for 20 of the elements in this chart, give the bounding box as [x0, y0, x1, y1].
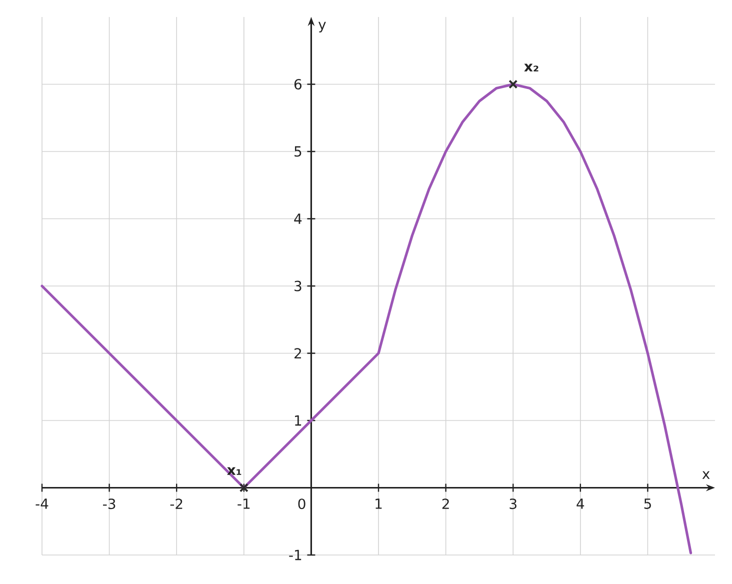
y-tick-label: 4 [294, 214, 302, 224]
x-tick-label: -3 [103, 498, 116, 510]
x-tick-label: 2 [442, 498, 449, 509]
y-tick-label: -1 [289, 550, 302, 560]
y-tick-label: 1 [295, 415, 302, 426]
x-axis-title: x [702, 471, 710, 479]
x-tick-label: -2 [170, 498, 182, 509]
y-tick-label: 2 [294, 348, 301, 358]
x-tick-label: 3 [510, 498, 516, 510]
y-tick-label: 5 [294, 146, 302, 157]
x-tick-label: 5 [644, 498, 651, 509]
x-tick-label: 4 [576, 498, 584, 509]
annotation: x₂ [524, 64, 538, 72]
y-tick-label: 6 [294, 78, 302, 90]
x-tick-label: -1 [238, 498, 250, 509]
x-tick-label: -4 [36, 498, 48, 509]
x-tick-label: 0 [298, 498, 306, 510]
y-tick-label: 3 [294, 280, 302, 292]
y-axis-title: y [318, 22, 326, 32]
x-tick-label: 1 [376, 498, 382, 509]
